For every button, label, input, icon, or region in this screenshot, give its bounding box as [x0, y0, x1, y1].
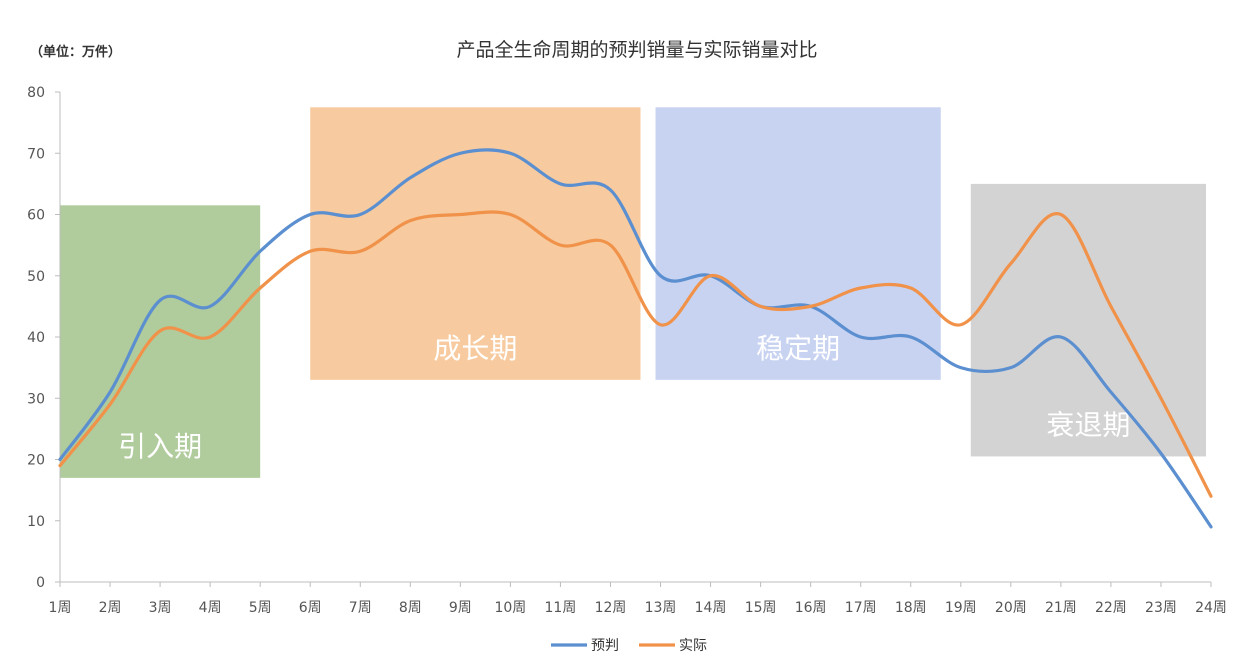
phase-label-4: 衰退期 [1046, 408, 1130, 441]
y-tick-label: 60 [27, 208, 45, 224]
series-line-2 [58, 210, 1213, 498]
unit-label: （单位：万件） [30, 44, 121, 60]
legend: 预判 实际 [551, 638, 707, 654]
phase-label-3: 稳定期 [756, 332, 840, 365]
chart-title: 产品全生命周期的预判销量与实际销量对比 [456, 39, 817, 61]
x-tick-label: 3周 [149, 600, 172, 616]
y-tick-label: 80 [27, 85, 45, 101]
x-tick-label: 10周 [494, 600, 526, 616]
x-tick-label: 4周 [199, 600, 222, 616]
x-tick-label: 19周 [945, 600, 977, 616]
y-tick-label: 40 [27, 330, 45, 346]
series-layer [58, 148, 1213, 529]
x-tick-label: 24周 [1195, 600, 1227, 616]
x-tick-label: 1周 [49, 600, 72, 616]
y-tick-label: 20 [27, 453, 45, 469]
phase-box-3 [655, 107, 941, 380]
y-tick-label: 50 [27, 269, 45, 285]
x-tick-label: 7周 [349, 600, 372, 616]
x-tick-label: 17周 [845, 600, 877, 616]
axis-layer: 0 10 20 30 40 50 60 70 80 1周 2周 3周 4周 5周 6周 7周 8周 9周 10周 11… [27, 85, 1227, 616]
x-tick-label: 8周 [399, 600, 422, 616]
x-tick-label: 5周 [249, 600, 272, 616]
x-tick-label: 12周 [595, 600, 627, 616]
x-tick-label: 21周 [1045, 600, 1077, 616]
y-tick-label: 0 [36, 575, 45, 591]
series-line-1 [58, 148, 1213, 529]
x-tick-label: 11周 [545, 600, 577, 616]
x-tick-label: 2周 [99, 600, 122, 616]
x-tick-label: 15周 [745, 600, 777, 616]
x-tick-label: 23周 [1145, 600, 1177, 616]
x-tick-label: 13周 [645, 600, 677, 616]
x-tick-label: 20周 [995, 600, 1027, 616]
y-tick-label: 10 [27, 514, 45, 530]
phase-label-1: 引入期 [118, 430, 202, 463]
y-tick-label: 30 [27, 391, 45, 407]
x-tick-label: 16周 [795, 600, 827, 616]
y-tick-label: 70 [27, 146, 45, 162]
phase-label-2: 成长期 [433, 332, 517, 365]
x-tick-label: 6周 [299, 600, 322, 616]
x-tick-label: 18周 [895, 600, 927, 616]
legend-label-2: 实际 [679, 638, 707, 654]
legend-label-1: 预判 [591, 638, 619, 654]
x-tick-label: 14周 [695, 600, 727, 616]
phase-box-1 [60, 205, 261, 478]
x-tick-label: 22周 [1095, 600, 1127, 616]
x-tick-label: 9周 [449, 600, 472, 616]
